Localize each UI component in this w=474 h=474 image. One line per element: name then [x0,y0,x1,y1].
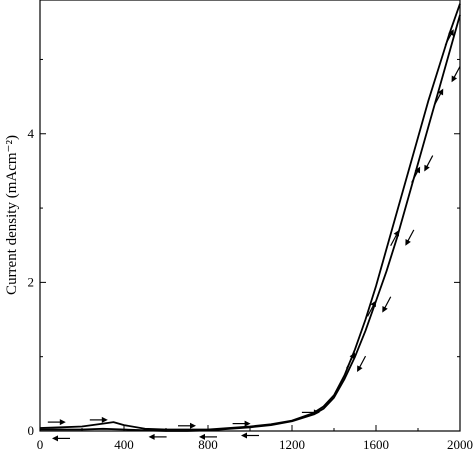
direction-arrow-up [346,352,356,369]
direction-arrow-right [301,409,320,416]
direction-arrow-left [52,435,70,442]
y-axis-title: Current density (mAcm⁻²) [4,135,20,295]
direction-arrow-left [199,433,217,440]
direction-arrow-left [148,433,167,440]
series-reverse-line [40,14,461,432]
direction-arrow-up [390,229,400,247]
direction-arrow-down [382,296,392,313]
direction-arrow-down [451,66,461,83]
axis-tick-labels: 0 400 800 1200 1600 2000 0 2 4 [28,126,474,452]
x-tick-label: 0 [37,437,44,452]
x-tick-label: 1600 [363,437,389,452]
x-tick-label: 800 [198,437,218,452]
axis-ticks [39,58,461,432]
x-tick-label: 2000 [447,437,473,452]
direction-arrow-right [47,419,66,426]
x-tick-label: 1200 [279,437,305,452]
direction-arrow-up [434,88,444,105]
series-lines [39,3,461,432]
direction-arrow-left [241,432,259,439]
plot-frame [39,0,461,432]
direction-arrow-right [89,416,108,423]
direction-arrows [47,29,461,442]
y-tick-label: 0 [28,423,35,438]
y-tick-label: 2 [28,274,35,289]
y-tick-label: 4 [28,126,35,141]
direction-arrow-down [405,229,415,246]
direction-arrow-down [424,155,434,172]
direction-arrow-right [178,422,196,429]
series-forward-line [39,3,461,431]
direction-arrow-up [444,29,454,46]
direction-arrow-up [367,300,377,317]
direction-arrow-down [357,355,367,373]
direction-arrow-right [232,420,251,427]
x-tick-label: 400 [114,437,134,452]
direction-arrow-up [411,166,421,183]
